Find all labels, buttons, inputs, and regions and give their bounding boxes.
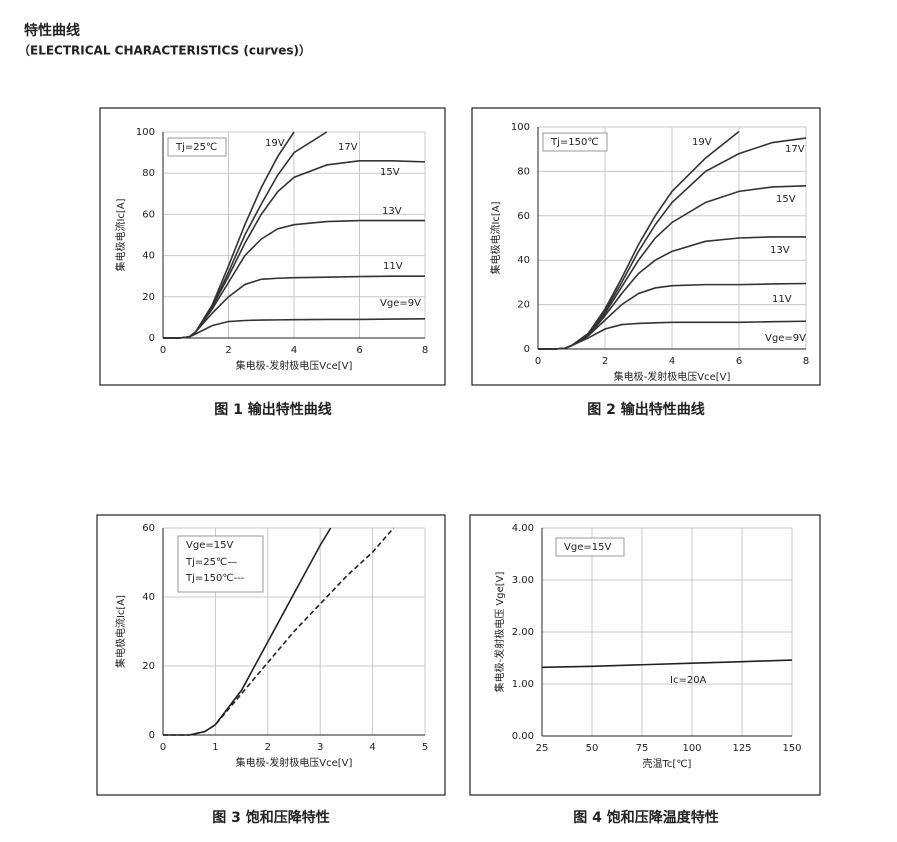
x-tick-label: 50: [586, 743, 599, 754]
series-label: 13V: [382, 206, 402, 217]
x-tick-label: 150: [782, 743, 801, 754]
y-tick-label: 60: [517, 211, 530, 222]
series-label: 19V: [692, 137, 712, 148]
x-tick-label: 0: [160, 345, 166, 356]
y-tick-label: 3.00: [512, 575, 534, 586]
y-axis-label: 集电极电流Ic[A]: [489, 201, 502, 274]
y-tick-label: 2.00: [512, 627, 534, 638]
y-tick-label: 4.00: [512, 523, 534, 534]
x-tick-label: 75: [636, 743, 649, 754]
x-tick-label: 4: [369, 742, 375, 753]
series-label: Tj=25℃—: [185, 557, 237, 568]
series-label: Vge=9V: [380, 298, 421, 309]
x-tick-label: 3: [317, 742, 323, 753]
y-axis-label: 集电极电流Ic[A]: [114, 595, 127, 668]
data-line: [163, 527, 332, 736]
x-tick-label: 2: [225, 345, 231, 356]
page-subtitle: （ELECTRICAL CHARACTERISTICS (curves)）: [18, 43, 311, 58]
series-label: 17V: [338, 142, 358, 153]
annotation: Tj=150℃: [550, 137, 599, 148]
x-tick-label: 4: [669, 356, 675, 367]
caption: 图 3 饱和压降特性: [212, 809, 330, 826]
x-tick-label: 6: [736, 356, 742, 367]
x-axis-label: 集电极-发射极电压Vce[V]: [236, 359, 353, 372]
x-tick-label: 0: [160, 742, 166, 753]
annotation-box: [167, 137, 227, 157]
x-tick-label: 8: [803, 356, 809, 367]
y-tick-label: 100: [136, 127, 155, 138]
series-label: 11V: [772, 294, 792, 305]
x-tick-label: 8: [422, 345, 428, 356]
data-line: [538, 320, 807, 350]
chart-frame: [469, 514, 821, 796]
y-tick-label: 20: [142, 661, 155, 672]
x-axis-label: 壳温Tc[℃]: [643, 757, 692, 770]
x-tick-label: 4: [291, 345, 297, 356]
x-tick-label: 2: [602, 356, 608, 367]
x-tick-label: 6: [356, 345, 362, 356]
y-tick-label: 0: [524, 344, 530, 355]
series-label: 11V: [383, 261, 403, 272]
series-label: 17V: [785, 144, 805, 155]
y-tick-label: 60: [142, 523, 155, 534]
y-axis-label: 集电极-发射极电压 Vge[V]: [493, 572, 506, 693]
y-tick-label: 0: [149, 333, 155, 344]
annotation: Tj=25℃: [175, 142, 217, 153]
chart-frame: [99, 107, 446, 386]
series-label: 19V: [265, 138, 285, 149]
data-line: [163, 131, 328, 339]
series-label: 15V: [776, 194, 796, 205]
series-label: Ic=20A: [670, 675, 707, 686]
x-axis-label: 集电极-发射极电压Vce[V]: [614, 370, 731, 383]
x-tick-label: 1: [212, 742, 218, 753]
caption: 图 2 输出特性曲线: [587, 401, 705, 418]
x-axis-label: 集电极-发射极电压Vce[V]: [236, 756, 353, 769]
caption: 图 4 饱和压降温度特性: [573, 809, 719, 826]
annotation: Vge=15V: [564, 542, 611, 553]
data-line: [541, 659, 793, 669]
x-tick-label: 0: [535, 356, 541, 367]
y-tick-label: 40: [517, 255, 530, 266]
x-tick-label: 100: [682, 743, 701, 754]
annotation: Vge=15V: [186, 540, 233, 551]
chart-frame: [471, 107, 821, 386]
x-tick-label: 125: [732, 743, 751, 754]
y-tick-label: 20: [517, 300, 530, 311]
y-tick-label: 0: [149, 730, 155, 741]
y-tick-label: 0.00: [512, 731, 534, 742]
y-tick-label: 1.00: [512, 679, 534, 690]
annotation-box: [177, 535, 264, 593]
y-tick-label: 40: [142, 251, 155, 262]
data-line: [163, 527, 395, 736]
data-line: [163, 318, 426, 339]
y-tick-label: 20: [142, 292, 155, 303]
y-tick-label: 60: [142, 209, 155, 220]
y-tick-label: 80: [142, 168, 155, 179]
page-title: 特性曲线: [24, 22, 80, 39]
y-tick-label: 40: [142, 592, 155, 603]
caption: 图 1 输出特性曲线: [214, 401, 332, 418]
series-label: Vge=9V: [765, 333, 806, 344]
series-label: Tj=150℃---: [185, 573, 245, 584]
y-tick-label: 80: [517, 166, 530, 177]
annotation-box: [555, 537, 625, 557]
x-tick-label: 25: [536, 743, 549, 754]
y-axis-label: 集电极电流Ic[A]: [114, 198, 127, 271]
series-label: 15V: [380, 167, 400, 178]
x-tick-label: 2: [265, 742, 271, 753]
annotation-box: [542, 132, 608, 152]
chart-frame: [96, 514, 446, 796]
series-label: 13V: [770, 245, 790, 256]
y-tick-label: 100: [511, 122, 530, 133]
x-tick-label: 5: [422, 742, 428, 753]
